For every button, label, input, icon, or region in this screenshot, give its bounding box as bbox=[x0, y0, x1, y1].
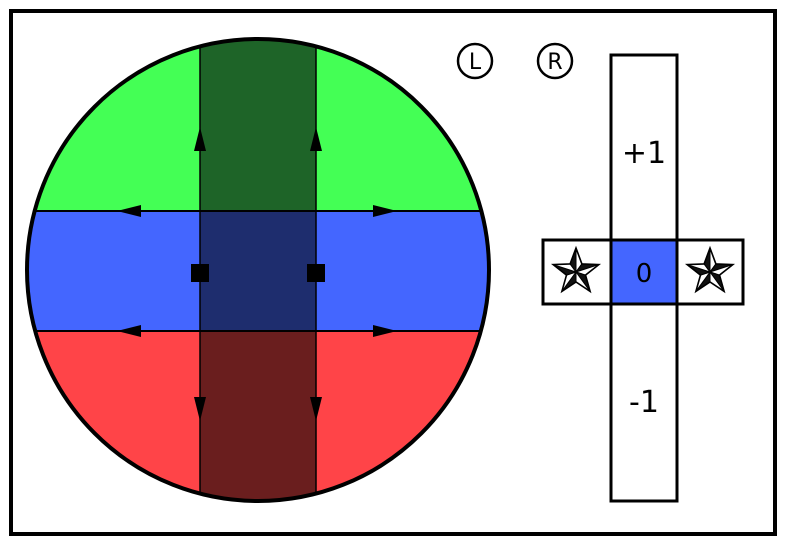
scale-center-label: 0 bbox=[636, 259, 653, 289]
arrow-down-icon bbox=[194, 397, 206, 421]
star-outline bbox=[550, 245, 602, 294]
scale-bottom-label: -1 bbox=[629, 385, 659, 420]
arrow-left-icon bbox=[117, 325, 141, 337]
arrow-left-icon bbox=[117, 205, 141, 217]
column-bottom bbox=[200, 331, 316, 501]
scale-top-label: +1 bbox=[622, 136, 666, 171]
star-icon[interactable] bbox=[684, 245, 736, 294]
column-middle bbox=[200, 211, 316, 331]
arrow-right-icon bbox=[373, 325, 397, 337]
star-outline bbox=[684, 245, 736, 294]
arrows bbox=[117, 127, 397, 421]
arrow-up-icon bbox=[194, 127, 206, 151]
arrow-down-icon bbox=[310, 397, 322, 421]
star-icon[interactable] bbox=[550, 245, 602, 294]
circle-letter-icon bbox=[456, 42, 494, 80]
right-button[interactable]: R bbox=[536, 42, 574, 80]
square-handle-icon[interactable] bbox=[307, 264, 325, 282]
disc-outline bbox=[25, 37, 491, 503]
square-handle-icon[interactable] bbox=[191, 264, 209, 282]
left-button[interactable]: L bbox=[456, 42, 494, 80]
scale-bar: +1 0 -1 bbox=[541, 53, 745, 503]
right-button-label: R bbox=[547, 50, 562, 75]
left-button-label: L bbox=[469, 50, 482, 75]
arrow-right-icon bbox=[373, 205, 397, 217]
arrow-up-icon bbox=[310, 127, 322, 151]
circle-letter-icon bbox=[536, 42, 574, 80]
column-top bbox=[200, 39, 316, 211]
